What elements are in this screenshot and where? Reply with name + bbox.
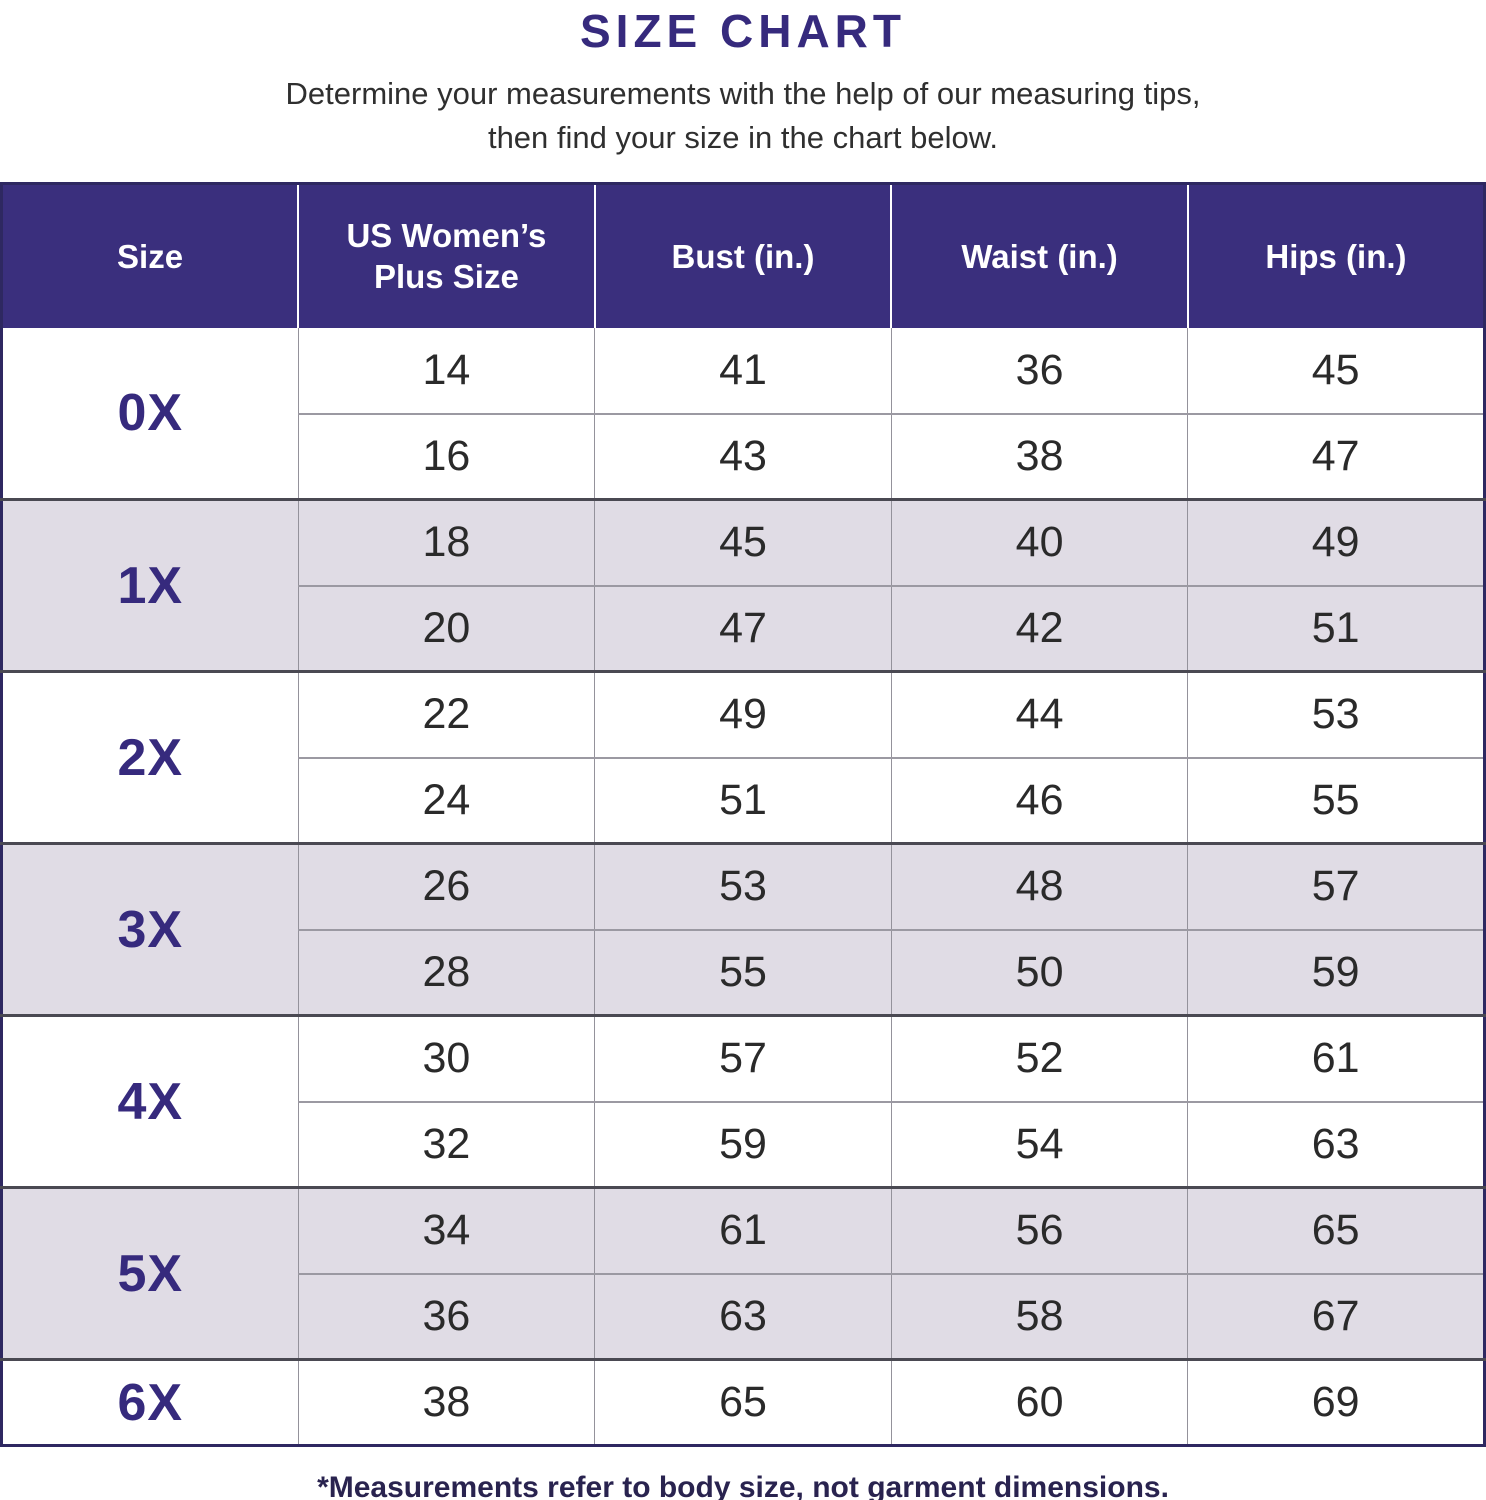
measurement-cell: 40 [890, 498, 1188, 586]
subtitle-line-1: Determine your measurements with the hel… [285, 76, 1201, 111]
measurement-cell: 42 [890, 584, 1188, 672]
measurement-cell: 55 [594, 928, 892, 1016]
measurement-cell: 65 [1187, 1186, 1485, 1274]
table-row: 0X 14 41 36 45 [1, 327, 1485, 500]
measurement-cell: 56 [890, 1186, 1188, 1274]
measurement-cell: 61 [594, 1186, 892, 1274]
measurement-cell: 26 [297, 842, 595, 930]
measurement-cell: 43 [594, 412, 892, 500]
measurement-cell: 59 [1187, 928, 1485, 1016]
size-chart-table: Size US Women’s Plus Size Bust (in.) Wai… [0, 182, 1486, 1448]
table-row: 1X 18 45 40 49 [1, 498, 1485, 672]
measurement-cell: 16 [297, 412, 595, 500]
size-group-label: 1X [1, 498, 299, 672]
measurement-cell: 58 [890, 1272, 1188, 1360]
measurement-cell: 47 [594, 584, 892, 672]
measurement-cell: 36 [297, 1272, 595, 1360]
measurement-cell: 54 [890, 1100, 1188, 1188]
measurement-cell: 30 [297, 1014, 595, 1102]
measurement-cell: 67 [1187, 1272, 1485, 1360]
header-row: Size US Women’s Plus Size Bust (in.) Wai… [1, 183, 1485, 328]
measurement-cell: 18 [297, 498, 595, 586]
measurement-cell: 38 [890, 412, 1188, 500]
measurement-cell: 28 [297, 928, 595, 1016]
measurement-cell: 52 [890, 1014, 1188, 1102]
measurement-cell: 60 [890, 1358, 1188, 1446]
measurement-cell: 46 [890, 756, 1188, 844]
measurement-cell: 49 [1187, 498, 1485, 586]
measurement-cell: 41 [594, 327, 892, 414]
measurement-cell: 20 [297, 584, 595, 672]
measurement-cell: 53 [594, 842, 892, 930]
size-group-label: 4X [1, 1014, 299, 1188]
size-group-label: 0X [1, 327, 299, 500]
measurement-cell: 24 [297, 756, 595, 844]
measurement-cell: 63 [1187, 1100, 1485, 1188]
size-group-label: 6X [1, 1358, 299, 1446]
measurement-cell: 53 [1187, 670, 1485, 758]
measurement-cell: 38 [297, 1358, 595, 1446]
measurement-cell: 63 [594, 1272, 892, 1360]
measurement-cell: 69 [1187, 1358, 1485, 1446]
table-row: 2X 22 49 44 53 [1, 670, 1485, 844]
size-group-label: 3X [1, 842, 299, 1016]
measurement-cell: 59 [594, 1100, 892, 1188]
subtitle-line-2: then find your size in the chart below. [487, 120, 999, 156]
column-header-size: Size [1, 183, 299, 328]
measurement-cell: 57 [594, 1014, 892, 1102]
measurement-cell: 65 [594, 1358, 892, 1446]
measurement-cell: 50 [890, 928, 1188, 1016]
measurement-cell: 45 [1187, 327, 1485, 414]
measurement-cell: 48 [890, 842, 1188, 930]
measurement-cell: 32 [297, 1100, 595, 1188]
page-subtitle: Determine your measurements with the hel… [0, 72, 1486, 160]
size-group-label: 5X [1, 1186, 299, 1360]
table-row: 5X 34 61 56 65 [1, 1186, 1485, 1360]
table-row: 36 63 58 67 [2, 1272, 1485, 1360]
size-group-label: 2X [1, 670, 299, 844]
measurement-cell: 45 [594, 498, 892, 586]
table-header: Size US Women’s Plus Size Bust (in.) Wai… [1, 183, 1485, 328]
footnote: *Measurements refer to body size, not ga… [317, 1471, 1169, 1500]
measurement-cell: 36 [890, 327, 1188, 414]
measurement-cell: 34 [297, 1186, 595, 1274]
column-header-hips: Hips (in.) [1186, 183, 1485, 328]
measurement-cell: 51 [1187, 584, 1485, 672]
table-row: 32 59 54 63 [2, 1100, 1485, 1188]
table-row: 6X 38 65 60 69 [1, 1358, 1485, 1446]
size-table-body: 0X 14 41 36 45 16 43 38 47 1X 18 45 40 49 20 47 42 51 2X 22… [1, 327, 1485, 1446]
column-header-bust: Bust (in.) [593, 183, 892, 328]
measurement-cell: 22 [297, 670, 595, 758]
measurement-cell: 14 [297, 327, 595, 414]
table-row: 28 55 50 59 [2, 928, 1485, 1016]
column-header-us-womens-plus-size: US Women’s Plus Size [297, 183, 595, 328]
page-title: SIZE CHART [580, 5, 906, 57]
measurement-cell: 55 [1187, 756, 1485, 844]
measurement-cell: 44 [890, 670, 1188, 758]
table-row: 24 51 46 55 [2, 756, 1485, 844]
table-row: 4X 30 57 52 61 [1, 1014, 1485, 1188]
measurement-cell: 51 [594, 756, 892, 844]
table-row: 16 43 38 47 [2, 412, 1485, 500]
measurement-cell: 61 [1187, 1014, 1485, 1102]
measurement-cell: 57 [1187, 842, 1485, 930]
measurement-cell: 47 [1187, 412, 1485, 500]
measurement-cell: 49 [594, 670, 892, 758]
column-header-waist: Waist (in.) [890, 183, 1188, 328]
table-row: 3X 26 53 48 57 [1, 842, 1485, 1016]
table-row: 20 47 42 51 [2, 584, 1485, 672]
